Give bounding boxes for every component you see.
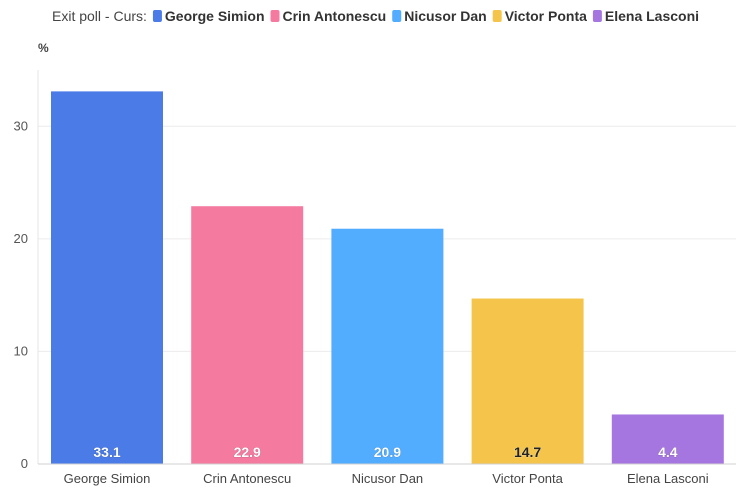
data-label: 20.9 [374, 444, 401, 460]
y-axis-ticks: 0 10 20 30 [14, 118, 28, 471]
x-tick-label: Victor Ponta [492, 471, 563, 486]
legend-item-label: Nicusor Dan [404, 8, 486, 24]
bar-victor-ponta [471, 298, 584, 464]
legend-swatch [592, 10, 602, 22]
legend-item-label: Victor Ponta [505, 8, 587, 24]
legend-swatch [492, 10, 502, 22]
data-label: 14.7 [514, 444, 541, 460]
bar-nicusor-dan [331, 228, 444, 464]
x-tick-label: George Simion [64, 471, 151, 486]
legend: Exit poll - Curs: George Simion Crin Anto… [52, 8, 699, 24]
legend-title: Exit poll - Curs: [52, 8, 147, 24]
y-tick-label: 10 [14, 343, 28, 358]
legend-swatch [152, 10, 162, 22]
data-label: 33.1 [93, 444, 120, 460]
bar-george-simion [51, 91, 163, 464]
x-tick-label: Nicusor Dan [352, 471, 424, 486]
y-axis-unit-label: % [38, 41, 49, 55]
x-tick-label: Crin Antonescu [203, 471, 291, 486]
data-label: 22.9 [234, 444, 261, 460]
legend-item-label: Crin Antonescu [283, 8, 387, 24]
legend-item-label: George Simion [165, 8, 265, 24]
y-tick-label: 20 [14, 231, 28, 246]
bars: 33.1 22.9 20.9 14.7 4.4 [51, 91, 724, 464]
bar-elena-lasconi [611, 414, 724, 464]
y-tick-label: 30 [14, 118, 28, 133]
x-tick-label: Elena Lasconi [627, 471, 709, 486]
legend-swatch [270, 10, 280, 22]
data-label: 4.4 [658, 444, 678, 460]
y-tick-label: 0 [21, 456, 28, 471]
legend-swatch [392, 10, 402, 22]
bar-crin-antonescu [191, 206, 304, 464]
x-axis-ticks: George Simion Crin Antonescu Nicusor Dan Vi… [64, 471, 709, 486]
legend-item-label: Elena Lasconi [605, 8, 699, 24]
